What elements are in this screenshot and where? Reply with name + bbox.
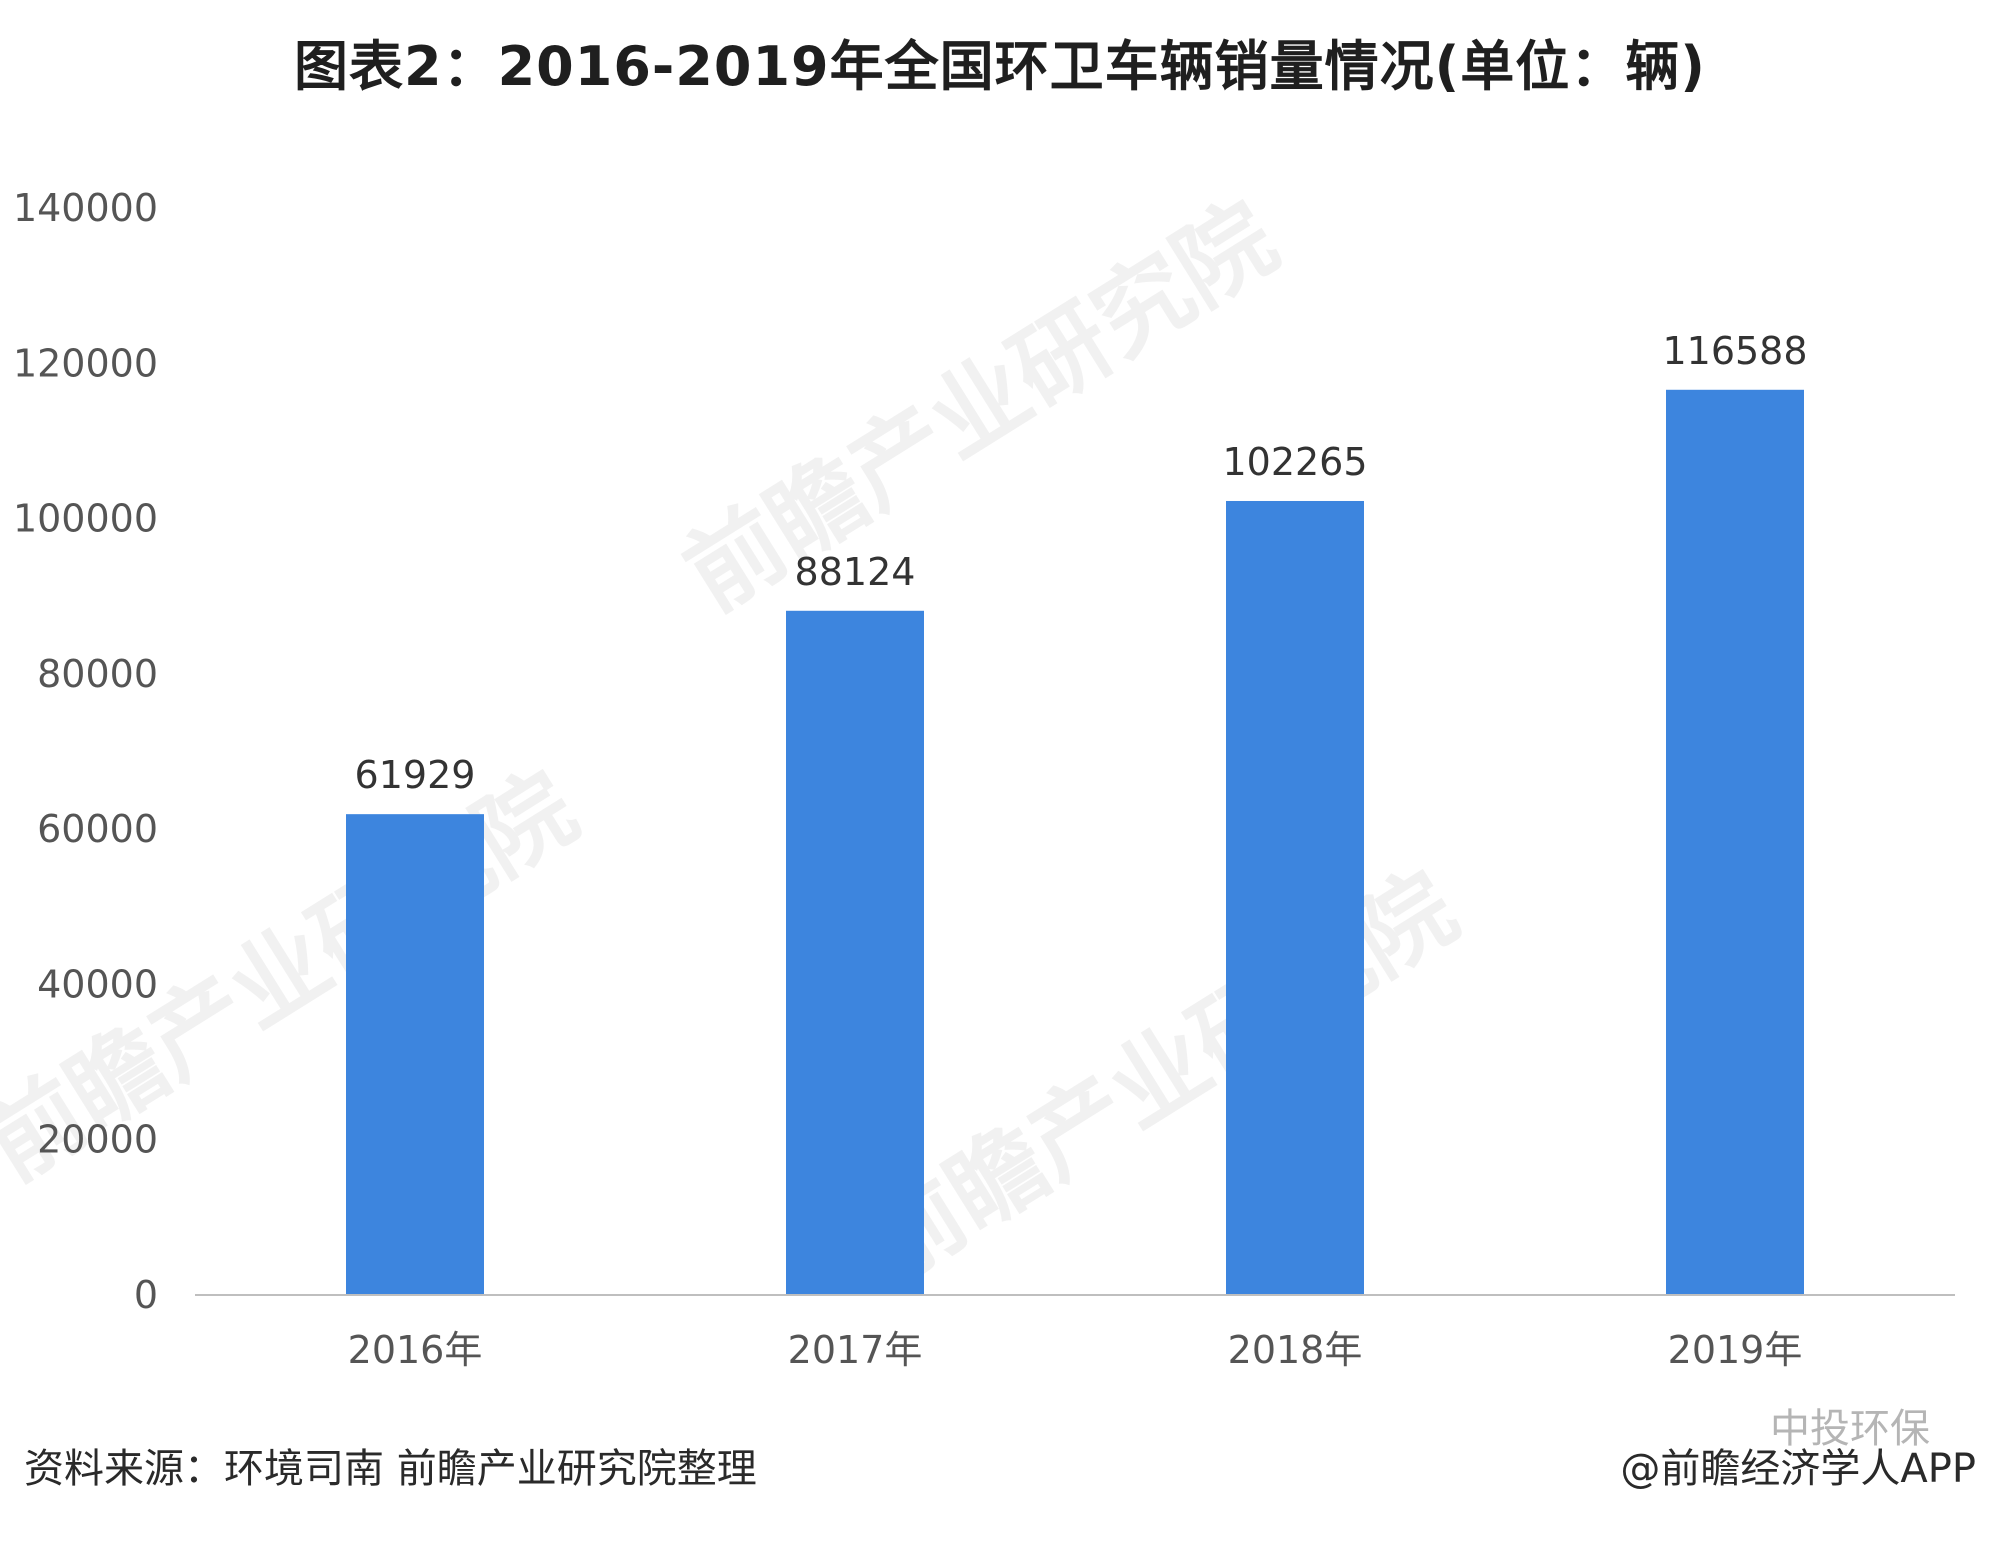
account-watermark: 中投环保 bbox=[1770, 1406, 1930, 1452]
x-tick-label: 2016年 bbox=[348, 1328, 483, 1372]
credit-note: @前瞻经济学人APP bbox=[1620, 1446, 1976, 1492]
bar-chart: 020000400006000080000100000120000140000 … bbox=[13, 186, 1955, 1372]
y-tick-label: 120000 bbox=[13, 341, 158, 385]
chart-title: 图表2：2016-2019年全国环卫车辆销量情况(单位：辆) bbox=[294, 35, 1706, 98]
bar bbox=[346, 814, 484, 1295]
bar-value-label: 88124 bbox=[795, 550, 916, 594]
bars bbox=[346, 389, 1804, 1295]
y-tick-label: 0 bbox=[134, 1273, 158, 1317]
source-note: 资料来源：环境司南 前瞻产业研究院整理 bbox=[24, 1446, 757, 1492]
x-tick-label: 2018年 bbox=[1228, 1328, 1363, 1372]
x-tick-label: 2017年 bbox=[788, 1328, 923, 1372]
x-axis-ticks: 2016年 2017年 2018年 2019年 bbox=[348, 1328, 1803, 1372]
bar-value-label: 116588 bbox=[1662, 329, 1807, 373]
data-labels: 61929 88124 102265 116588 bbox=[355, 329, 1808, 797]
bar-value-label: 102265 bbox=[1222, 440, 1367, 484]
y-tick-label: 40000 bbox=[37, 962, 158, 1006]
bar bbox=[1226, 500, 1364, 1295]
y-tick-label: 80000 bbox=[37, 652, 158, 696]
y-tick-label: 100000 bbox=[13, 497, 158, 541]
y-tick-label: 20000 bbox=[37, 1118, 158, 1162]
bar bbox=[1666, 389, 1804, 1295]
y-axis-ticks: 0 20000 40000 60000 80000 100000 120000 140000 bbox=[13, 186, 158, 1317]
x-tick-label: 2019年 bbox=[1668, 1328, 1803, 1372]
bar-value-label: 61929 bbox=[355, 753, 476, 797]
bar bbox=[786, 610, 924, 1295]
y-tick-label: 140000 bbox=[13, 186, 158, 230]
y-tick-label: 60000 bbox=[37, 807, 158, 851]
